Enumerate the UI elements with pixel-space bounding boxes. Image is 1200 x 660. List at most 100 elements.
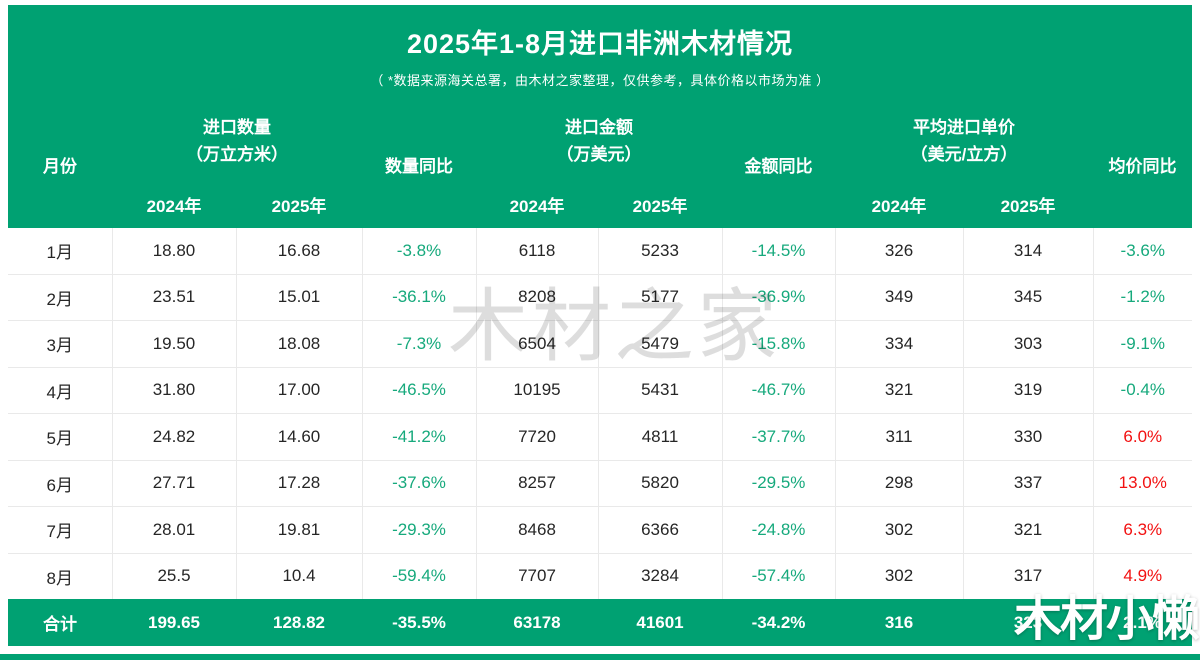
table-footer: 合计 199.65 128.82 -35.5% 63178 41601 -34.2% 316 3… [8,599,1193,646]
total-label-cell: 合计 [8,599,112,646]
value-cell: -36.1% [361,273,477,321]
table-row: 6月 27.71 17.28 -37.6% 8257 5820 -29.5% 298 337 13… [8,459,1193,507]
value-cell: 349 [834,273,964,321]
value-cell: -41.2% [361,413,477,461]
page-title: 2025年1-8月进口非洲木材情况 [406,29,794,59]
value-cell: 8208 [475,273,599,321]
value-cell: 5479 [597,320,723,368]
total-value-cell: 63178 [476,599,598,646]
value-cell: 13.0% [1092,459,1193,507]
price-label: 平均进口单价 [913,117,1015,137]
col-header-price-2024: 2024年 [871,197,927,216]
col-header-price-2025: 2025年 [1000,197,1056,216]
value-cell: -37.6% [361,459,477,507]
value-cell: 317 [962,552,1094,599]
total-value-cell: 41601 [598,599,722,646]
value-cell: 326 [834,228,964,275]
value-cell: 302 [834,552,964,599]
value-cell: 6.3% [1092,506,1193,554]
col-header-amount-yoy: 金额同比 [744,156,813,176]
value-cell: 18.08 [235,320,363,368]
value-cell: -37.7% [721,413,836,461]
title-block: 2025年1-8月进口非洲木材情况 （ *数据来源海关总署，由木材之家整理，仅供… [8,5,1192,100]
value-cell: 15.01 [235,273,363,321]
value-cell: 337 [962,459,1094,507]
value-cell: -3.8% [361,228,477,275]
col-header-quantity-yoy: 数量同比 [385,156,453,176]
table-body: 1月 18.80 16.68 -3.8% 6118 5233 -14.5% 326 314 -3.… [8,228,1193,599]
value-cell: 31.80 [111,366,237,414]
amount-label: 进口金额 [565,117,633,137]
value-cell: 303 [962,320,1094,368]
col-header-quantity: 进口数量 （万立方米） [112,100,362,181]
total-value-cell: 316 [835,599,963,646]
value-cell: 4811 [597,413,723,461]
value-cell: 311 [834,413,964,461]
table-row: 1月 18.80 16.68 -3.8% 6118 5233 -14.5% 326 314 -3.… [8,228,1193,275]
col-header-price-yoy: 均价同比 [1108,156,1177,176]
value-cell: -7.3% [361,320,477,368]
value-cell: 4.9% [1092,552,1193,599]
table-header: 月份 进口数量 （万立方米） 数量同比 进口金额 （万美元） 金额同比 平均进口… [8,100,1192,228]
value-cell: 5177 [597,273,723,321]
header-group-row: 月份 进口数量 （万立方米） 数量同比 进口金额 （万美元） 金额同比 平均进口… [8,100,1192,181]
value-cell: 319 [962,366,1094,414]
report-card: 2025年1-8月进口非洲木材情况 （ *数据来源海关总署，由木材之家整理，仅供… [8,5,1200,646]
value-cell: 24.82 [111,413,237,461]
price-unit: （美元/立方） [910,144,1018,164]
month-cell: 6月 [8,459,113,507]
table-row: 3月 19.50 18.08 -7.3% 6504 5479 -15.8% 334 303 -9.… [8,320,1193,368]
col-header-quantity-2024: 2024年 [146,197,202,216]
value-cell: 345 [962,273,1094,321]
value-cell: 8468 [475,506,599,554]
value-cell: -57.4% [721,552,836,599]
import-data-table: 月份 进口数量 （万立方米） 数量同比 进口金额 （万美元） 金额同比 平均进口… [8,100,1193,646]
total-value-cell: 199.65 [112,599,236,646]
value-cell: 5233 [597,228,723,275]
value-cell: 7707 [475,552,599,599]
value-cell: 6366 [597,506,723,554]
page-subtitle: （ *数据来源海关总署，由木材之家整理，仅供参考，具体价格以市场为准 ） [370,73,830,88]
total-value-cell: 128.82 [236,599,362,646]
value-cell: 7720 [475,413,599,461]
month-cell: 4月 [8,366,113,414]
value-cell: 298 [834,459,964,507]
month-cell: 2月 [8,273,113,321]
value-cell: -29.3% [361,506,477,554]
value-cell: 321 [962,506,1094,554]
value-cell: 330 [962,413,1094,461]
month-cell: 1月 [8,228,113,275]
total-value-cell: -34.2% [722,599,835,646]
value-cell: -29.5% [721,459,836,507]
value-cell: 23.51 [111,273,237,321]
value-cell: 321 [834,366,964,414]
value-cell: -36.9% [721,273,836,321]
month-cell: 5月 [8,413,113,461]
value-cell: 16.68 [235,228,363,275]
col-header-amount-2024: 2024年 [509,197,565,216]
month-cell: 3月 [8,320,113,368]
table-row: 4月 31.80 17.00 -46.5% 10195 5431 -46.7% 321 319-… [8,366,1193,414]
total-value-cell: 323 [963,599,1094,646]
value-cell: -3.6% [1092,228,1193,275]
value-cell: 5820 [597,459,723,507]
value-cell: 17.00 [235,366,363,414]
header-years-row: 2024年 2025年 2024年 2025年 2024年 2025年 [8,181,1192,228]
col-header-month: 月份 [43,156,77,176]
value-cell: 334 [834,320,964,368]
value-cell: -15.8% [721,320,836,368]
col-header-amount: 进口金额 （万美元） [476,100,722,181]
table-row: 5月 24.82 14.60 -41.2% 7720 4811 -37.7% 311 330 6.… [8,413,1193,461]
value-cell: -9.1% [1092,320,1193,368]
value-cell: 10.4 [235,552,363,599]
value-cell: 17.28 [235,459,363,507]
value-cell: 6.0% [1092,413,1193,461]
col-header-amount-2025: 2025年 [632,197,688,216]
amount-unit: （万美元） [556,144,642,164]
total-row: 合计 199.65 128.82 -35.5% 63178 41601 -34.2% 316 3… [8,599,1193,646]
value-cell: 3284 [597,552,723,599]
value-cell: 18.80 [111,228,237,275]
value-cell: -14.5% [721,228,836,275]
value-cell: -1.2% [1092,273,1193,321]
value-cell: 8257 [475,459,599,507]
